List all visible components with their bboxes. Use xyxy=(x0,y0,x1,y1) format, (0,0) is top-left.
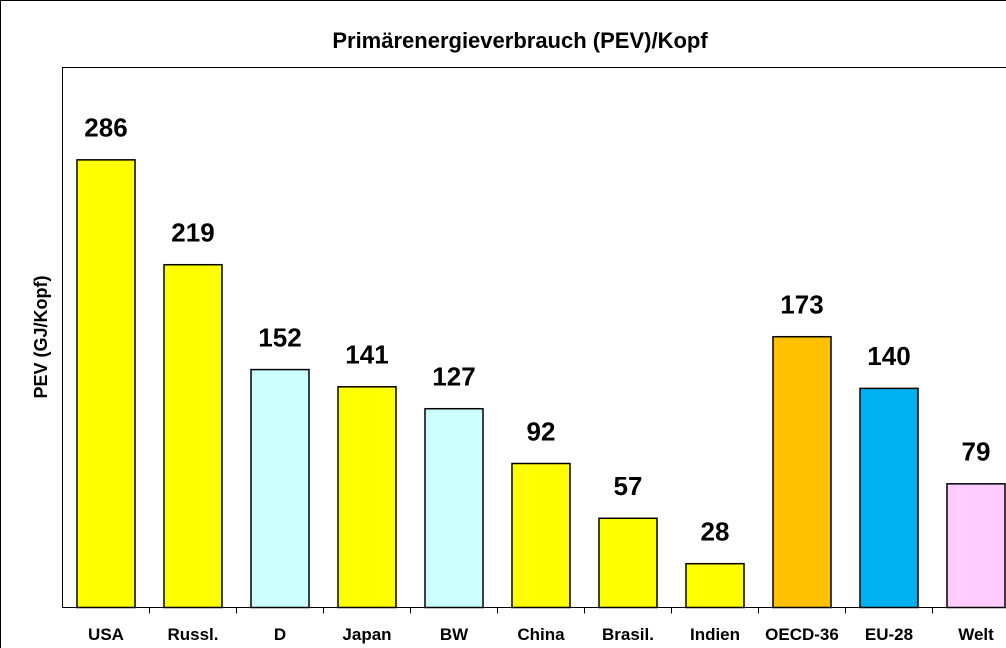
x-tick-label-box: Russl. xyxy=(167,624,219,644)
x-tick-label: Brasil. xyxy=(602,624,654,644)
x-tick-label: Japan xyxy=(342,624,392,644)
data-label: 140 xyxy=(867,341,910,371)
bar xyxy=(337,386,397,609)
data-label: 141 xyxy=(345,340,388,370)
x-tick-label: BW xyxy=(439,624,469,644)
chart-title: Primärenergieverbrauch (PEV)/Kopf xyxy=(332,28,708,53)
y-axis-label: PEV (GJ/Kopf) xyxy=(31,275,51,398)
bar xyxy=(946,483,1006,609)
x-tick-label-box: OECD-36 xyxy=(765,624,839,644)
x-tick-label-box: Japan xyxy=(342,624,392,644)
x-tick-label-box: Welt xyxy=(958,624,994,644)
bar xyxy=(76,159,136,609)
bar xyxy=(511,462,571,609)
x-tick-label-box: China xyxy=(517,624,565,644)
x-tick-label: Russl. xyxy=(167,624,219,644)
x-tick-label: D xyxy=(273,624,287,644)
data-label: 79 xyxy=(962,437,991,467)
bar xyxy=(772,335,832,609)
bar xyxy=(250,368,310,609)
data-label: 92 xyxy=(527,416,556,446)
x-tick-label: OECD-36 xyxy=(765,624,839,644)
x-tick-label-box: BW xyxy=(439,624,469,644)
data-label: 286 xyxy=(84,113,127,143)
x-tick-label-box: EU-28 xyxy=(864,624,914,644)
x-tick-label: USA xyxy=(88,624,124,644)
x-tick-label: Welt xyxy=(958,624,994,644)
x-tick-label: EU-28 xyxy=(864,624,914,644)
data-label: 152 xyxy=(258,322,301,352)
x-tick-label-box: Brasil. xyxy=(602,624,654,644)
x-tick-label-box: D xyxy=(273,624,287,644)
bar xyxy=(859,387,919,609)
bar xyxy=(685,562,745,609)
x-tick-label: China xyxy=(517,624,565,644)
bar xyxy=(163,263,223,609)
data-label: 173 xyxy=(780,290,823,320)
x-tick-label: Indien xyxy=(689,624,741,644)
bar xyxy=(598,517,658,609)
data-label: 28 xyxy=(701,517,730,547)
data-label: 127 xyxy=(432,362,475,392)
data-label: 57 xyxy=(614,471,643,501)
x-tick-label-box: Indien xyxy=(689,624,741,644)
bar xyxy=(424,407,484,609)
x-tick-label-box: USA xyxy=(88,624,124,644)
data-label: 219 xyxy=(171,218,214,248)
